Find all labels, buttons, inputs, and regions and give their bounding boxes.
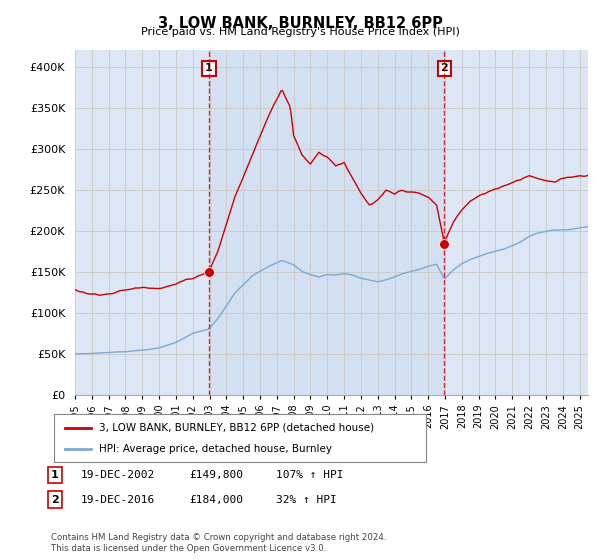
Text: 3, LOW BANK, BURNLEY, BB12 6PP (detached house): 3, LOW BANK, BURNLEY, BB12 6PP (detached… (98, 423, 374, 433)
Text: 19-DEC-2016: 19-DEC-2016 (81, 494, 155, 505)
Text: Price paid vs. HM Land Registry's House Price Index (HPI): Price paid vs. HM Land Registry's House … (140, 27, 460, 37)
Text: 2: 2 (440, 63, 448, 73)
Text: 1: 1 (205, 63, 213, 73)
Text: 32% ↑ HPI: 32% ↑ HPI (276, 494, 337, 505)
Text: £184,000: £184,000 (189, 494, 243, 505)
Text: 107% ↑ HPI: 107% ↑ HPI (276, 470, 343, 480)
Text: 2: 2 (51, 494, 59, 505)
Text: 19-DEC-2002: 19-DEC-2002 (81, 470, 155, 480)
Text: HPI: Average price, detached house, Burnley: HPI: Average price, detached house, Burn… (98, 444, 332, 454)
Text: 1: 1 (51, 470, 59, 480)
Text: £149,800: £149,800 (189, 470, 243, 480)
Text: Contains HM Land Registry data © Crown copyright and database right 2024.
This d: Contains HM Land Registry data © Crown c… (51, 533, 386, 553)
Bar (209, 50, 445, 395)
Text: 3, LOW BANK, BURNLEY, BB12 6PP: 3, LOW BANK, BURNLEY, BB12 6PP (158, 16, 442, 31)
